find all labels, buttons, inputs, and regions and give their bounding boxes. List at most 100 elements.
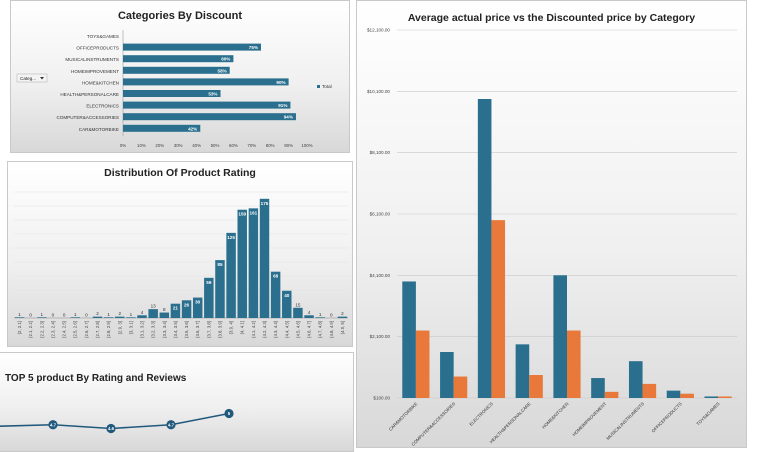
price-tick-label: $100.00 xyxy=(373,396,390,401)
discount-tick-label: 0% xyxy=(120,143,126,148)
discount-bar xyxy=(123,55,234,63)
rating-data-label: 30 xyxy=(195,300,201,305)
price-bar xyxy=(491,220,506,398)
discount-tick-label: 60% xyxy=(229,143,238,148)
rating-bar xyxy=(137,315,147,318)
rating-tick-label: (3.4, 3.5] xyxy=(173,321,178,338)
discount-category-label: HEALTH&PERSONALCARE xyxy=(60,92,119,97)
rating-tick-label: (2.7, 2.8] xyxy=(95,321,100,338)
rating-tick-label: (3.2, 3.3] xyxy=(151,321,156,338)
discount-tick-label: 90% xyxy=(284,143,293,148)
discount-category-label: HOMEIMPROVEMENT xyxy=(71,69,119,74)
rating-data-label: 1 xyxy=(107,312,110,317)
price-bar xyxy=(415,330,430,398)
rating-tick-label: (3, 3.1] xyxy=(128,321,133,334)
rating-tick-label: (4.3, 4.4] xyxy=(273,321,278,338)
rating-data-label: 159 xyxy=(238,212,246,217)
rating-tick-label: (4.8, 4.9] xyxy=(329,321,334,338)
rating-tick-label: (4.5, 4.6] xyxy=(295,321,300,338)
rating-data-label: 13 xyxy=(151,304,157,309)
rating-chart: 1 (2, 2.1] 0 (2.1, 2.2] 1 (2.2, 2.3] 0 (2.3, 2.… xyxy=(14,191,348,338)
discount-category-label: OFFICEPRODUCTS xyxy=(76,46,119,51)
price-bar xyxy=(604,391,619,398)
rating-data-label: 1 xyxy=(130,312,133,317)
rating-tick-label: (4.1, 4.2] xyxy=(251,321,256,338)
discount-tick-label: 80% xyxy=(266,143,275,148)
rating-data-label: 125 xyxy=(227,235,235,240)
discount-tick-label: 100% xyxy=(301,143,312,148)
price-category-label: HEALTH&PERSONALCARE xyxy=(489,401,532,444)
rating-tick-label: (3.5, 3.6] xyxy=(184,321,189,338)
discount-chart: TOYS&GAMES OFFICEPRODUCTS 75% MUSICALINSTRU… xyxy=(16,30,332,148)
rating-bar xyxy=(126,317,136,318)
discount-bar xyxy=(123,113,296,121)
rating-bar xyxy=(215,260,225,318)
discount-tick-label: 10% xyxy=(137,143,146,148)
top5-panel: TOP 5 product By Rating and Reviews 4.7 4… xyxy=(0,352,354,452)
rating-tick-label: (4.2, 4.3] xyxy=(262,321,267,338)
discount-category-label: TOYS&GAMES xyxy=(87,34,119,39)
rating-bar xyxy=(170,303,181,318)
discount-bar xyxy=(123,124,201,132)
price-category-label: OFFICEPRODUCTS xyxy=(651,401,683,433)
price-tick-label: $10,100.00 xyxy=(367,89,390,94)
rating-bar xyxy=(337,316,348,318)
rating-data-label: 8 xyxy=(163,307,166,312)
top5-chart: 4.7 4.6 4.7 5 xyxy=(0,408,234,434)
top5-data-label: 5 xyxy=(228,411,231,416)
price-bar xyxy=(477,99,492,398)
rating-bar xyxy=(103,317,114,318)
price-category-label: COMPUTER&ACCESSORIES xyxy=(410,401,456,447)
rating-data-label: 0 xyxy=(63,313,66,318)
discount-category-label: COMPUTER&ACCESSORIES xyxy=(56,115,119,120)
discount-bar xyxy=(123,78,289,86)
discount-data-label: 75% xyxy=(249,45,258,50)
discount-bar xyxy=(123,90,221,97)
rating-tick-label: (3.6, 3.7] xyxy=(195,321,200,338)
rating-data-label: 1 xyxy=(18,312,21,317)
rating-data-label: 1 xyxy=(319,312,322,317)
price-bar xyxy=(704,396,719,398)
top5-data-label: 4.7 xyxy=(168,422,175,427)
top5-data-label: 4.7 xyxy=(50,422,57,427)
rating-tick-label: (2.3, 2.4] xyxy=(50,321,55,338)
rating-bar xyxy=(237,209,247,318)
price-category-label: HOMEIMPROVEMENT xyxy=(571,401,607,437)
price-bar xyxy=(718,396,732,398)
rating-tick-label: (3.8, 3.9] xyxy=(217,321,222,338)
discount-data-label: 91% xyxy=(278,103,287,108)
rating-data-label: 4 xyxy=(308,310,311,315)
rating-bar xyxy=(159,312,170,318)
price-category-label: HOME&KITCHEN xyxy=(541,401,570,430)
rating-data-label: 1 xyxy=(74,312,77,317)
top5-title: TOP 5 product By Rating and Reviews xyxy=(5,373,187,384)
price-chart: $100.00 $2,100.00 $4,100.00 $6,100.00 $8,100… xyxy=(367,28,737,447)
rating-bar xyxy=(14,317,25,318)
rating-data-label: 59 xyxy=(206,280,212,285)
price-tick-label: $8,100.00 xyxy=(370,150,391,155)
discount-category-label: MUSICALINSTRUMENTS xyxy=(65,57,119,62)
rating-bar xyxy=(92,316,103,318)
price-category-label: CAR&MOTORBIKE xyxy=(388,401,419,432)
rating-bar xyxy=(115,316,125,318)
rating-data-label: 0 xyxy=(85,313,88,318)
rating-data-label: 1 xyxy=(41,312,44,317)
rating-data-label: 0 xyxy=(52,313,55,318)
rating-bar xyxy=(70,317,80,318)
rating-data-label: 161 xyxy=(250,210,258,215)
rating-tick-label: (2.9, 3] xyxy=(117,321,122,334)
price-category-label: MUSICALINSTRUMENTS xyxy=(605,401,645,441)
discount-data-label: 42% xyxy=(188,126,197,131)
rating-tick-label: (3.3, 3.4] xyxy=(162,321,167,338)
legend-label: Total xyxy=(322,84,332,89)
rating-bar xyxy=(315,317,325,318)
price-bar xyxy=(591,378,605,398)
rating-data-label: 15 xyxy=(295,302,301,307)
rating-tick-label: (4.6, 4.7] xyxy=(307,321,312,338)
rating-bar xyxy=(226,232,236,318)
discount-tick-label: 50% xyxy=(211,143,220,148)
price-bar xyxy=(666,390,681,398)
discount-tick-label: 20% xyxy=(155,143,164,148)
rating-tick-label: (3.1, 3.2] xyxy=(140,321,145,338)
price-bar xyxy=(567,330,581,398)
